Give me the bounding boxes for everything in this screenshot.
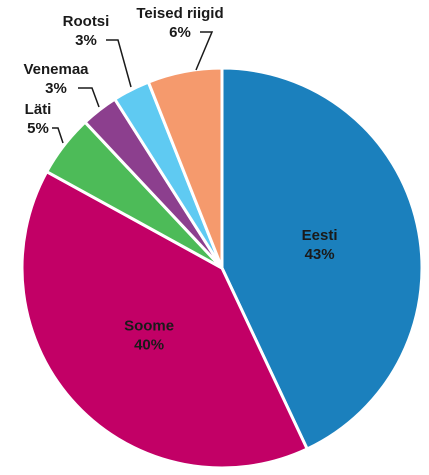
slice-label: Eesti: [302, 227, 338, 244]
slice-label: Rootsi: [63, 13, 110, 30]
slice-label: Läti: [25, 101, 52, 118]
leader-line: [52, 127, 64, 144]
slice-label: Soome: [124, 317, 174, 334]
pie-slice: [20, 170, 309, 470]
slice-label: Venemaa: [23, 61, 89, 78]
slice-value-label: 40%: [134, 336, 164, 353]
slice-value-label: 43%: [305, 246, 335, 263]
pie-slice: [220, 66, 424, 451]
leader-line: [78, 87, 100, 108]
slice-value-label: 3%: [45, 80, 67, 97]
leader-line: [106, 39, 132, 88]
slice-label: Teised riigid: [136, 5, 223, 22]
pie-slice: [146, 66, 224, 270]
slice-value-label: 3%: [75, 32, 97, 49]
slice-value-label: 6%: [169, 24, 191, 41]
leader-line: [195, 31, 214, 71]
slice-value-label: 5%: [27, 120, 49, 137]
